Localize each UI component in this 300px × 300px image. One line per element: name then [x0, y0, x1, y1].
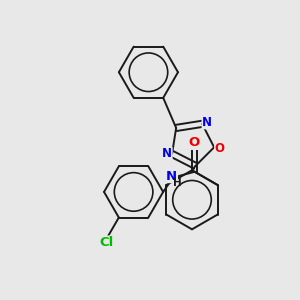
- Text: H: H: [173, 178, 182, 188]
- Text: N: N: [162, 147, 172, 161]
- Text: Cl: Cl: [100, 236, 114, 249]
- Text: O: O: [215, 142, 225, 155]
- Text: N: N: [202, 116, 212, 129]
- Text: N: N: [166, 169, 177, 182]
- Text: O: O: [188, 136, 200, 149]
